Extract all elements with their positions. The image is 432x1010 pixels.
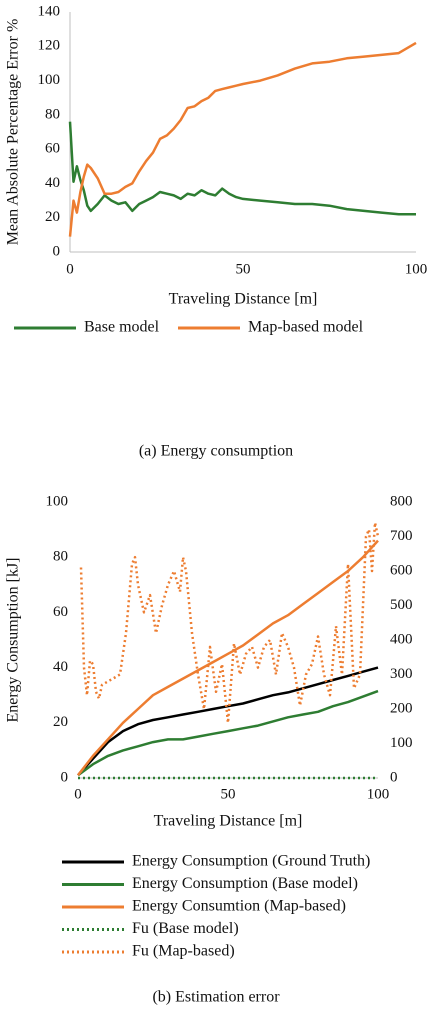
- y-tick-label: 20: [45, 209, 60, 225]
- y2-tick-label: 400: [390, 631, 413, 647]
- x-axis-label: Traveling Distance [m]: [169, 291, 318, 308]
- legend-label: Fu (Base model): [132, 920, 239, 937]
- y2-tick-label: 500: [390, 597, 413, 613]
- y-tick-label: 100: [38, 72, 61, 88]
- legend-label: Map-based model: [248, 319, 364, 336]
- series-line: [77, 666, 379, 777]
- y-axis-label: Energy Consumption [kJ]: [5, 557, 22, 722]
- y-tick-label: 80: [45, 106, 60, 122]
- series-line: [68, 41, 417, 237]
- legend-label: Base model: [84, 319, 160, 336]
- y-tick-label: 40: [53, 659, 68, 675]
- x-tick-label: 100: [367, 786, 390, 802]
- caption: (a) Energy consumption: [139, 443, 293, 460]
- y2-tick-label: 600: [390, 562, 413, 578]
- y-tick-label: 20: [53, 714, 68, 730]
- legend-label: Fu (Map-based): [132, 943, 235, 960]
- y-tick-label: 140: [38, 3, 61, 19]
- legend-label: Energy Consumption (Ground Truth): [132, 853, 370, 870]
- x-tick-label: 50: [221, 786, 236, 802]
- y-axis-label: Mean Absolute Percentage Error %: [5, 19, 22, 246]
- y2-tick-label: 200: [390, 700, 413, 716]
- y2-tick-label: 800: [390, 493, 413, 509]
- y-tick-label: 80: [53, 549, 68, 565]
- series-line: [77, 539, 379, 776]
- y2-tick-label: 100: [390, 735, 413, 751]
- x-tick-label: 0: [66, 261, 74, 277]
- y2-tick-label: 0: [390, 769, 398, 785]
- y-tick-label: 0: [53, 243, 61, 259]
- series-line: [68, 121, 416, 216]
- legend-label: Energy Consumption (Base model): [132, 875, 358, 892]
- y-tick-label: 60: [45, 141, 60, 157]
- y-tick-label: 0: [61, 769, 69, 785]
- x-tick-label: 50: [236, 261, 251, 277]
- caption: (b) Estimation error: [152, 989, 280, 1006]
- x-tick-label: 100: [405, 261, 428, 277]
- y-tick-label: 100: [46, 493, 69, 509]
- x-tick-label: 0: [74, 786, 82, 802]
- y2-tick-label: 300: [390, 666, 413, 682]
- y-tick-label: 120: [38, 38, 61, 54]
- series-line: [77, 689, 379, 777]
- y2-tick-label: 700: [390, 528, 413, 544]
- y-tick-label: 40: [45, 175, 60, 191]
- legend-label: Energy Consumtion (Map-based): [132, 898, 346, 915]
- y-tick-label: 60: [53, 604, 68, 620]
- series-line: [79, 521, 380, 725]
- x-axis-label: Traveling Distance [m]: [154, 813, 303, 830]
